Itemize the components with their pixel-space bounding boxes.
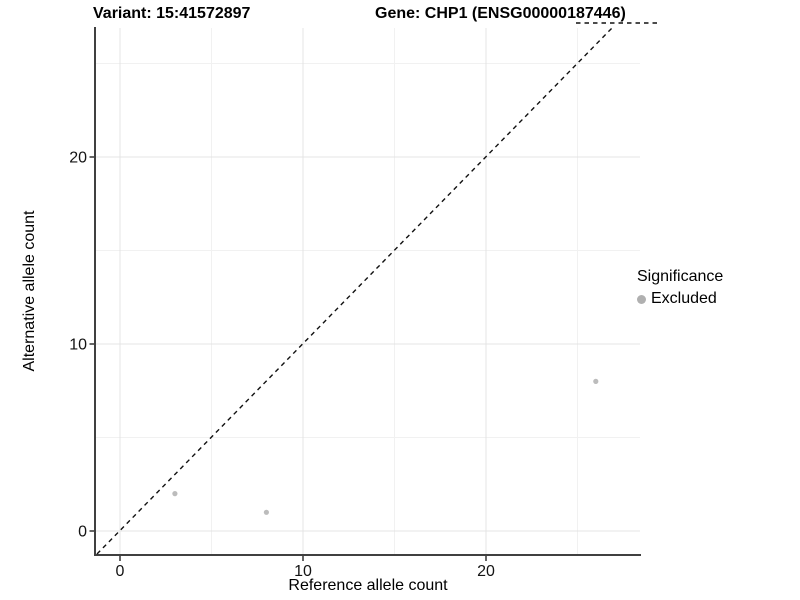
y-axis-title: Alternative allele count <box>21 210 38 372</box>
x-tick-label: 0 <box>116 563 125 580</box>
legend-title: Significance <box>637 268 724 285</box>
y-tick-label: 20 <box>69 150 87 167</box>
y-tick-label: 0 <box>78 524 87 541</box>
legend-item-label: Excluded <box>651 290 717 307</box>
variant-title: Variant: 15:41572897 <box>93 5 251 22</box>
y-tick-label: 10 <box>69 337 87 354</box>
legend: Significance Excluded <box>637 268 723 308</box>
x-tick-label: 20 <box>477 563 495 580</box>
excluded-point-icon <box>637 294 646 304</box>
gene-title: Gene: CHP1 (ENSG00000187446) <box>375 5 626 22</box>
data-point <box>263 509 269 515</box>
identity-line <box>96 27 613 555</box>
legend-item: Excluded <box>637 290 723 308</box>
data-point <box>593 378 599 384</box>
x-axis-title: Reference allele count <box>288 577 448 594</box>
x-tick-label: 10 <box>294 563 312 580</box>
data-point <box>172 491 178 497</box>
